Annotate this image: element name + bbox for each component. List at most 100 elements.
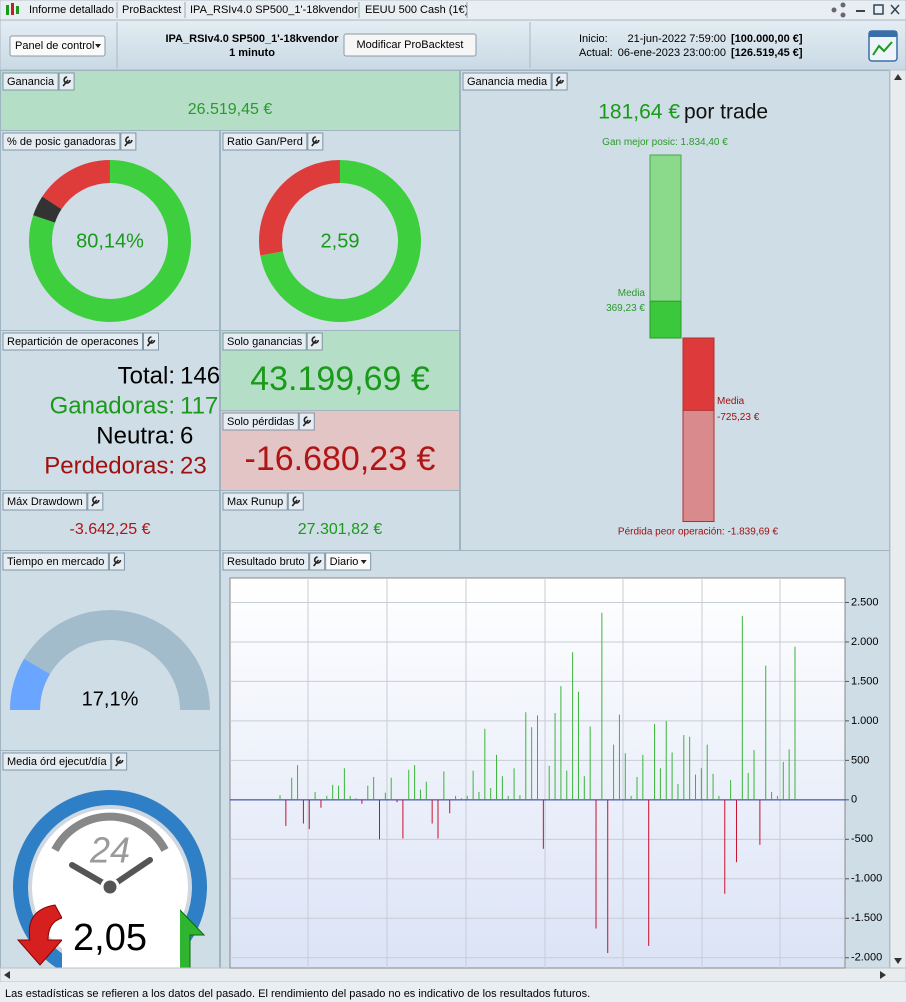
panel-title: Tiempo en mercado — [7, 556, 104, 568]
win-mean-bar — [649, 300, 682, 339]
wrench-icon — [302, 416, 312, 427]
close[interactable] — [890, 4, 900, 15]
only-gains-value: 43.199,69 € — [250, 360, 430, 398]
avg-gain-value: 181,64 € — [598, 101, 680, 124]
scroll-down[interactable] — [894, 958, 902, 964]
donut-label: 80,14% — [76, 230, 144, 252]
win-label: Ganadoras: — [50, 392, 175, 419]
value-box — [62, 907, 180, 969]
wrench-icon — [555, 76, 564, 87]
icon — [840, 2, 846, 8]
wrench-icon — [62, 76, 71, 87]
panel-title-box — [2, 72, 59, 91]
y-tick-label: 1.000 — [851, 715, 879, 727]
loss-mean-bar — [682, 337, 715, 411]
neutral-label: Neutra: — [96, 422, 175, 449]
icon — [6, 5, 9, 15]
bar-caption: Pérdida peor operación: -1.839,69 € — [618, 526, 779, 537]
period-dropdown[interactable] — [325, 552, 372, 571]
caption-value: 1.834,40 € — [681, 137, 729, 148]
caption-text: Pérdida peor operación: — [618, 526, 725, 537]
panel-title-box — [222, 492, 288, 511]
y-tick-label: 500 — [851, 754, 869, 766]
timeframe: 1 minuto — [229, 47, 275, 59]
icon — [16, 6, 19, 14]
button[interactable] — [343, 33, 477, 57]
caption-value: -1.839,69 € — [727, 526, 778, 537]
gain-value: 26.519,45 € — [188, 101, 273, 118]
bar-caption: Gan mejor posic: 1.834,40 € — [602, 137, 728, 148]
tab[interactable]: ProBacktest — [122, 4, 181, 16]
donut-loss — [259, 160, 341, 256]
panel-title-box — [2, 132, 121, 151]
donut-neutral — [33, 196, 62, 223]
tab[interactable]: IPA_RSIv4.0 SP500_1'-18kvendor — [190, 4, 358, 16]
start-capital: [100.000,00 €] — [731, 33, 803, 45]
tab[interactable]: Informe detallado — [29, 4, 114, 16]
runup-value: 27.301,82 € — [298, 521, 383, 538]
footer-note: Las estadísticas se refieren a los datos… — [5, 988, 590, 1000]
maximize[interactable] — [873, 4, 884, 15]
drawdown-value: -3.642,25 € — [70, 521, 151, 538]
period-label: Diario — [330, 556, 359, 568]
start-date: 21-jun-2022 7:59:00 — [628, 33, 726, 45]
panel-title: Repartición de operacones — [7, 336, 139, 348]
panel-title-box — [2, 552, 109, 571]
icon — [840, 12, 846, 18]
down-arrow — [16, 904, 64, 966]
panel-title-box — [222, 552, 310, 571]
panel-title: Media órd ejecut/día — [7, 756, 108, 768]
win-value: 117 — [180, 392, 218, 419]
current-label: Actual: — [579, 47, 613, 59]
minimize[interactable] — [856, 10, 865, 12]
mean-value: -725,23 € — [717, 412, 760, 423]
gauge-label: 17,1% — [82, 688, 139, 710]
y-tick-label: -2.000 — [851, 952, 882, 964]
y-tick-label: -1.500 — [851, 912, 882, 924]
donut-loss — [42, 160, 111, 210]
icon — [11, 3, 14, 15]
total-value: 146 — [180, 362, 220, 389]
panel-title-box — [222, 332, 307, 351]
loss-value: 23 — [180, 452, 207, 479]
wrench-icon — [310, 336, 320, 347]
panel-title: Solo pérdidas — [227, 416, 295, 428]
wrench-icon — [91, 496, 100, 507]
mean-caption: Media — [618, 288, 646, 299]
donut-win — [29, 160, 191, 322]
wrench-icon — [124, 136, 133, 147]
y-tick-label: -500 — [851, 833, 873, 845]
wrench-icon — [146, 336, 156, 347]
panel-menu[interactable] — [9, 35, 106, 57]
wrench-icon — [115, 756, 124, 767]
tab[interactable]: EEUU 500 Cash (1€) — [365, 4, 468, 16]
current-capital: [126.519,45 €] — [731, 47, 803, 59]
clock-arc — [51, 812, 169, 852]
vertical-scrollbar[interactable] — [889, 69, 906, 969]
donut-gain — [260, 160, 421, 322]
avg-gain-unit: por trade — [684, 101, 768, 124]
panel-title-box — [2, 752, 112, 771]
panel-title: Ganancia media — [467, 76, 548, 88]
status-bar — [0, 982, 906, 1002]
scroll-up[interactable] — [894, 74, 902, 80]
strategy: IPA_RSIv4.0 SP500_1'-18kvendor — [165, 33, 339, 45]
mean-value: 369,23 € — [606, 303, 645, 314]
panel-title: Solo ganancias — [227, 336, 303, 348]
panel-title-box — [222, 412, 299, 431]
scroll-left[interactable] — [4, 971, 10, 979]
caption-text: Gan mejor posic: — [602, 137, 678, 148]
horizontal-scrollbar[interactable] — [0, 967, 906, 983]
icon — [869, 31, 897, 37]
panel-title-box — [462, 72, 552, 91]
y-tick-label: 0 — [851, 794, 857, 806]
only-losses-value: -16.680,23 € — [245, 440, 436, 478]
donut-label: 2,59 — [321, 230, 360, 252]
y-tick-label: 2.500 — [851, 596, 879, 608]
icon[interactable] — [831, 7, 837, 13]
caret — [360, 560, 367, 564]
gauge-cover — [10, 711, 215, 749]
panel — [0, 70, 460, 131]
scroll-right[interactable] — [880, 971, 886, 979]
